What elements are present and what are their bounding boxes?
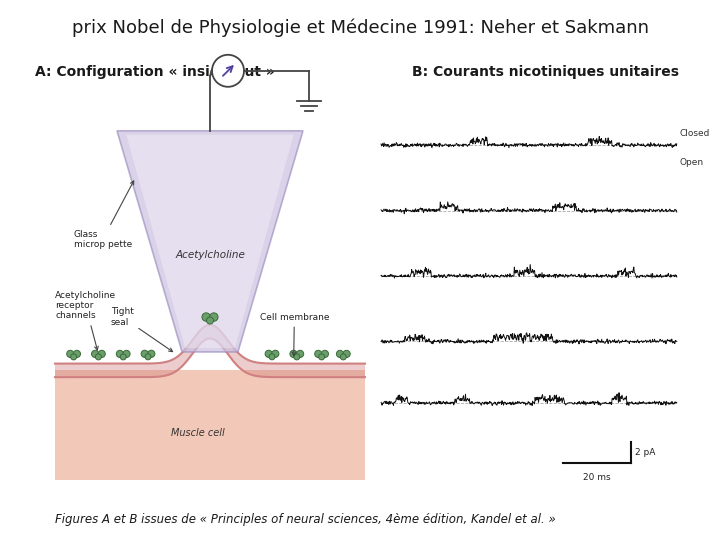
Bar <box>55 92 365 480</box>
Text: 2 pA: 2 pA <box>634 448 655 457</box>
Text: Acetylcholine
receptor
channels: Acetylcholine receptor channels <box>55 291 116 350</box>
Circle shape <box>212 55 244 87</box>
Polygon shape <box>117 131 303 352</box>
Circle shape <box>319 354 325 360</box>
Circle shape <box>202 313 210 321</box>
Text: Tight
seal: Tight seal <box>111 307 173 352</box>
Circle shape <box>145 354 151 360</box>
Circle shape <box>67 350 74 357</box>
Circle shape <box>123 350 130 357</box>
Text: Closed: Closed <box>680 129 710 138</box>
Circle shape <box>315 350 322 357</box>
Circle shape <box>265 350 272 357</box>
Circle shape <box>341 354 346 360</box>
Bar <box>378 95 686 480</box>
Text: Acetylcholine: Acetylcholine <box>175 250 245 260</box>
Circle shape <box>210 313 218 321</box>
Circle shape <box>120 354 126 360</box>
Text: Glass
microp pette: Glass microp pette <box>73 181 134 249</box>
Circle shape <box>148 350 155 357</box>
Circle shape <box>95 354 102 360</box>
Circle shape <box>294 354 300 360</box>
Text: prix Nobel de Physiologie et Médecine 1991: Neher et Sakmann: prix Nobel de Physiologie et Médecine 19… <box>71 19 649 37</box>
Polygon shape <box>55 370 365 480</box>
Text: Figures A et B issues de « Principles of neural sciences, 4ème édition, Kandel e: Figures A et B issues de « Principles of… <box>55 514 556 526</box>
Text: 20 ms: 20 ms <box>583 472 611 482</box>
Text: Open: Open <box>680 158 704 167</box>
Circle shape <box>297 350 304 357</box>
Circle shape <box>321 350 328 357</box>
Circle shape <box>117 350 124 357</box>
Polygon shape <box>126 134 294 348</box>
Circle shape <box>336 350 343 357</box>
Text: Muscle cell: Muscle cell <box>171 428 225 438</box>
Text: A: Configuration « inside-out »: A: Configuration « inside-out » <box>35 65 275 79</box>
Circle shape <box>71 354 76 360</box>
Circle shape <box>141 350 148 357</box>
Circle shape <box>73 350 81 357</box>
Text: Cell membrane: Cell membrane <box>260 313 329 356</box>
Circle shape <box>343 350 350 357</box>
Text: B: Courants nicotiniques unitaires: B: Courants nicotiniques unitaires <box>412 65 678 79</box>
Polygon shape <box>55 325 365 377</box>
Circle shape <box>91 350 99 357</box>
Circle shape <box>98 350 105 357</box>
Circle shape <box>207 317 214 324</box>
Circle shape <box>290 350 297 357</box>
Circle shape <box>271 350 279 357</box>
Circle shape <box>269 354 275 360</box>
